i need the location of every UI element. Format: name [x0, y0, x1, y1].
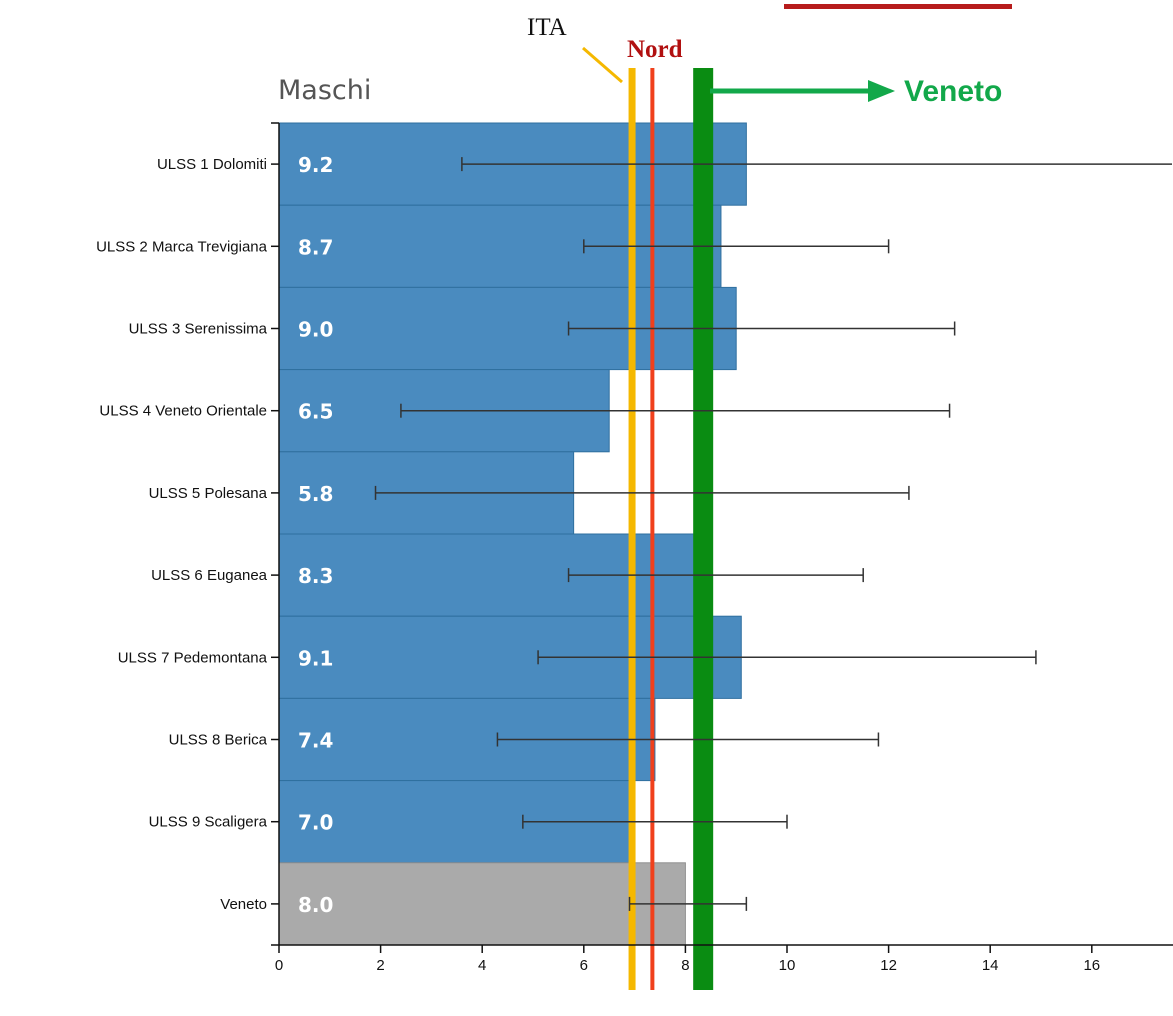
veneto-arrow-head — [868, 80, 895, 102]
bar-value-label: 6.5 — [298, 400, 333, 424]
reference-line-nord — [650, 68, 655, 990]
x-tick-label: 14 — [982, 957, 999, 974]
reference-line-veneto — [693, 68, 714, 990]
bar-value-label: 9.2 — [298, 153, 333, 177]
category-label: ULSS 5 Polesana — [149, 485, 268, 502]
x-tick-label: 6 — [580, 957, 588, 974]
category-label: ULSS 2 Marca Trevigiana — [96, 238, 268, 255]
veneto-label: Veneto — [904, 75, 1002, 108]
bar-value-label: 7.0 — [298, 811, 333, 835]
bar-value-label: 8.0 — [298, 893, 333, 917]
reference-line-ita — [628, 68, 636, 990]
bar-value-label: 9.1 — [298, 646, 333, 670]
bar-value-label: 7.4 — [298, 729, 333, 753]
x-tick-label: 0 — [275, 957, 283, 974]
category-label: ULSS 1 Dolomiti — [157, 156, 267, 173]
bar-value-label: 8.7 — [298, 235, 333, 259]
top-decoration-bar — [784, 4, 1012, 9]
bar-value-label: 5.8 — [298, 482, 333, 506]
x-tick-label: 16 — [1083, 957, 1100, 974]
bar — [278, 862, 686, 946]
chart-title: Maschi — [278, 75, 371, 106]
ita-leader-line — [582, 46, 623, 84]
category-label: ULSS 7 Pedemontana — [118, 649, 268, 666]
category-label: Veneto — [220, 896, 267, 913]
bar-value-label: 9.0 — [298, 318, 333, 342]
x-tick-label: 10 — [779, 957, 796, 974]
category-label: ULSS 6 Euganea — [151, 567, 268, 584]
category-label: ULSS 3 Serenissima — [129, 321, 268, 338]
nord-label: Nord — [627, 36, 683, 63]
x-tick-label: 12 — [880, 957, 897, 974]
category-label: ULSS 8 Berica — [169, 732, 268, 749]
x-tick-label: 8 — [681, 957, 689, 974]
x-tick-label: 2 — [376, 957, 384, 974]
bar-value-label: 8.3 — [298, 564, 333, 588]
x-tick-label: 4 — [478, 957, 486, 974]
category-label: ULSS 9 Scaligera — [149, 814, 268, 831]
ita-label: ITA — [527, 14, 567, 41]
category-label: ULSS 4 Veneto Orientale — [99, 403, 267, 420]
